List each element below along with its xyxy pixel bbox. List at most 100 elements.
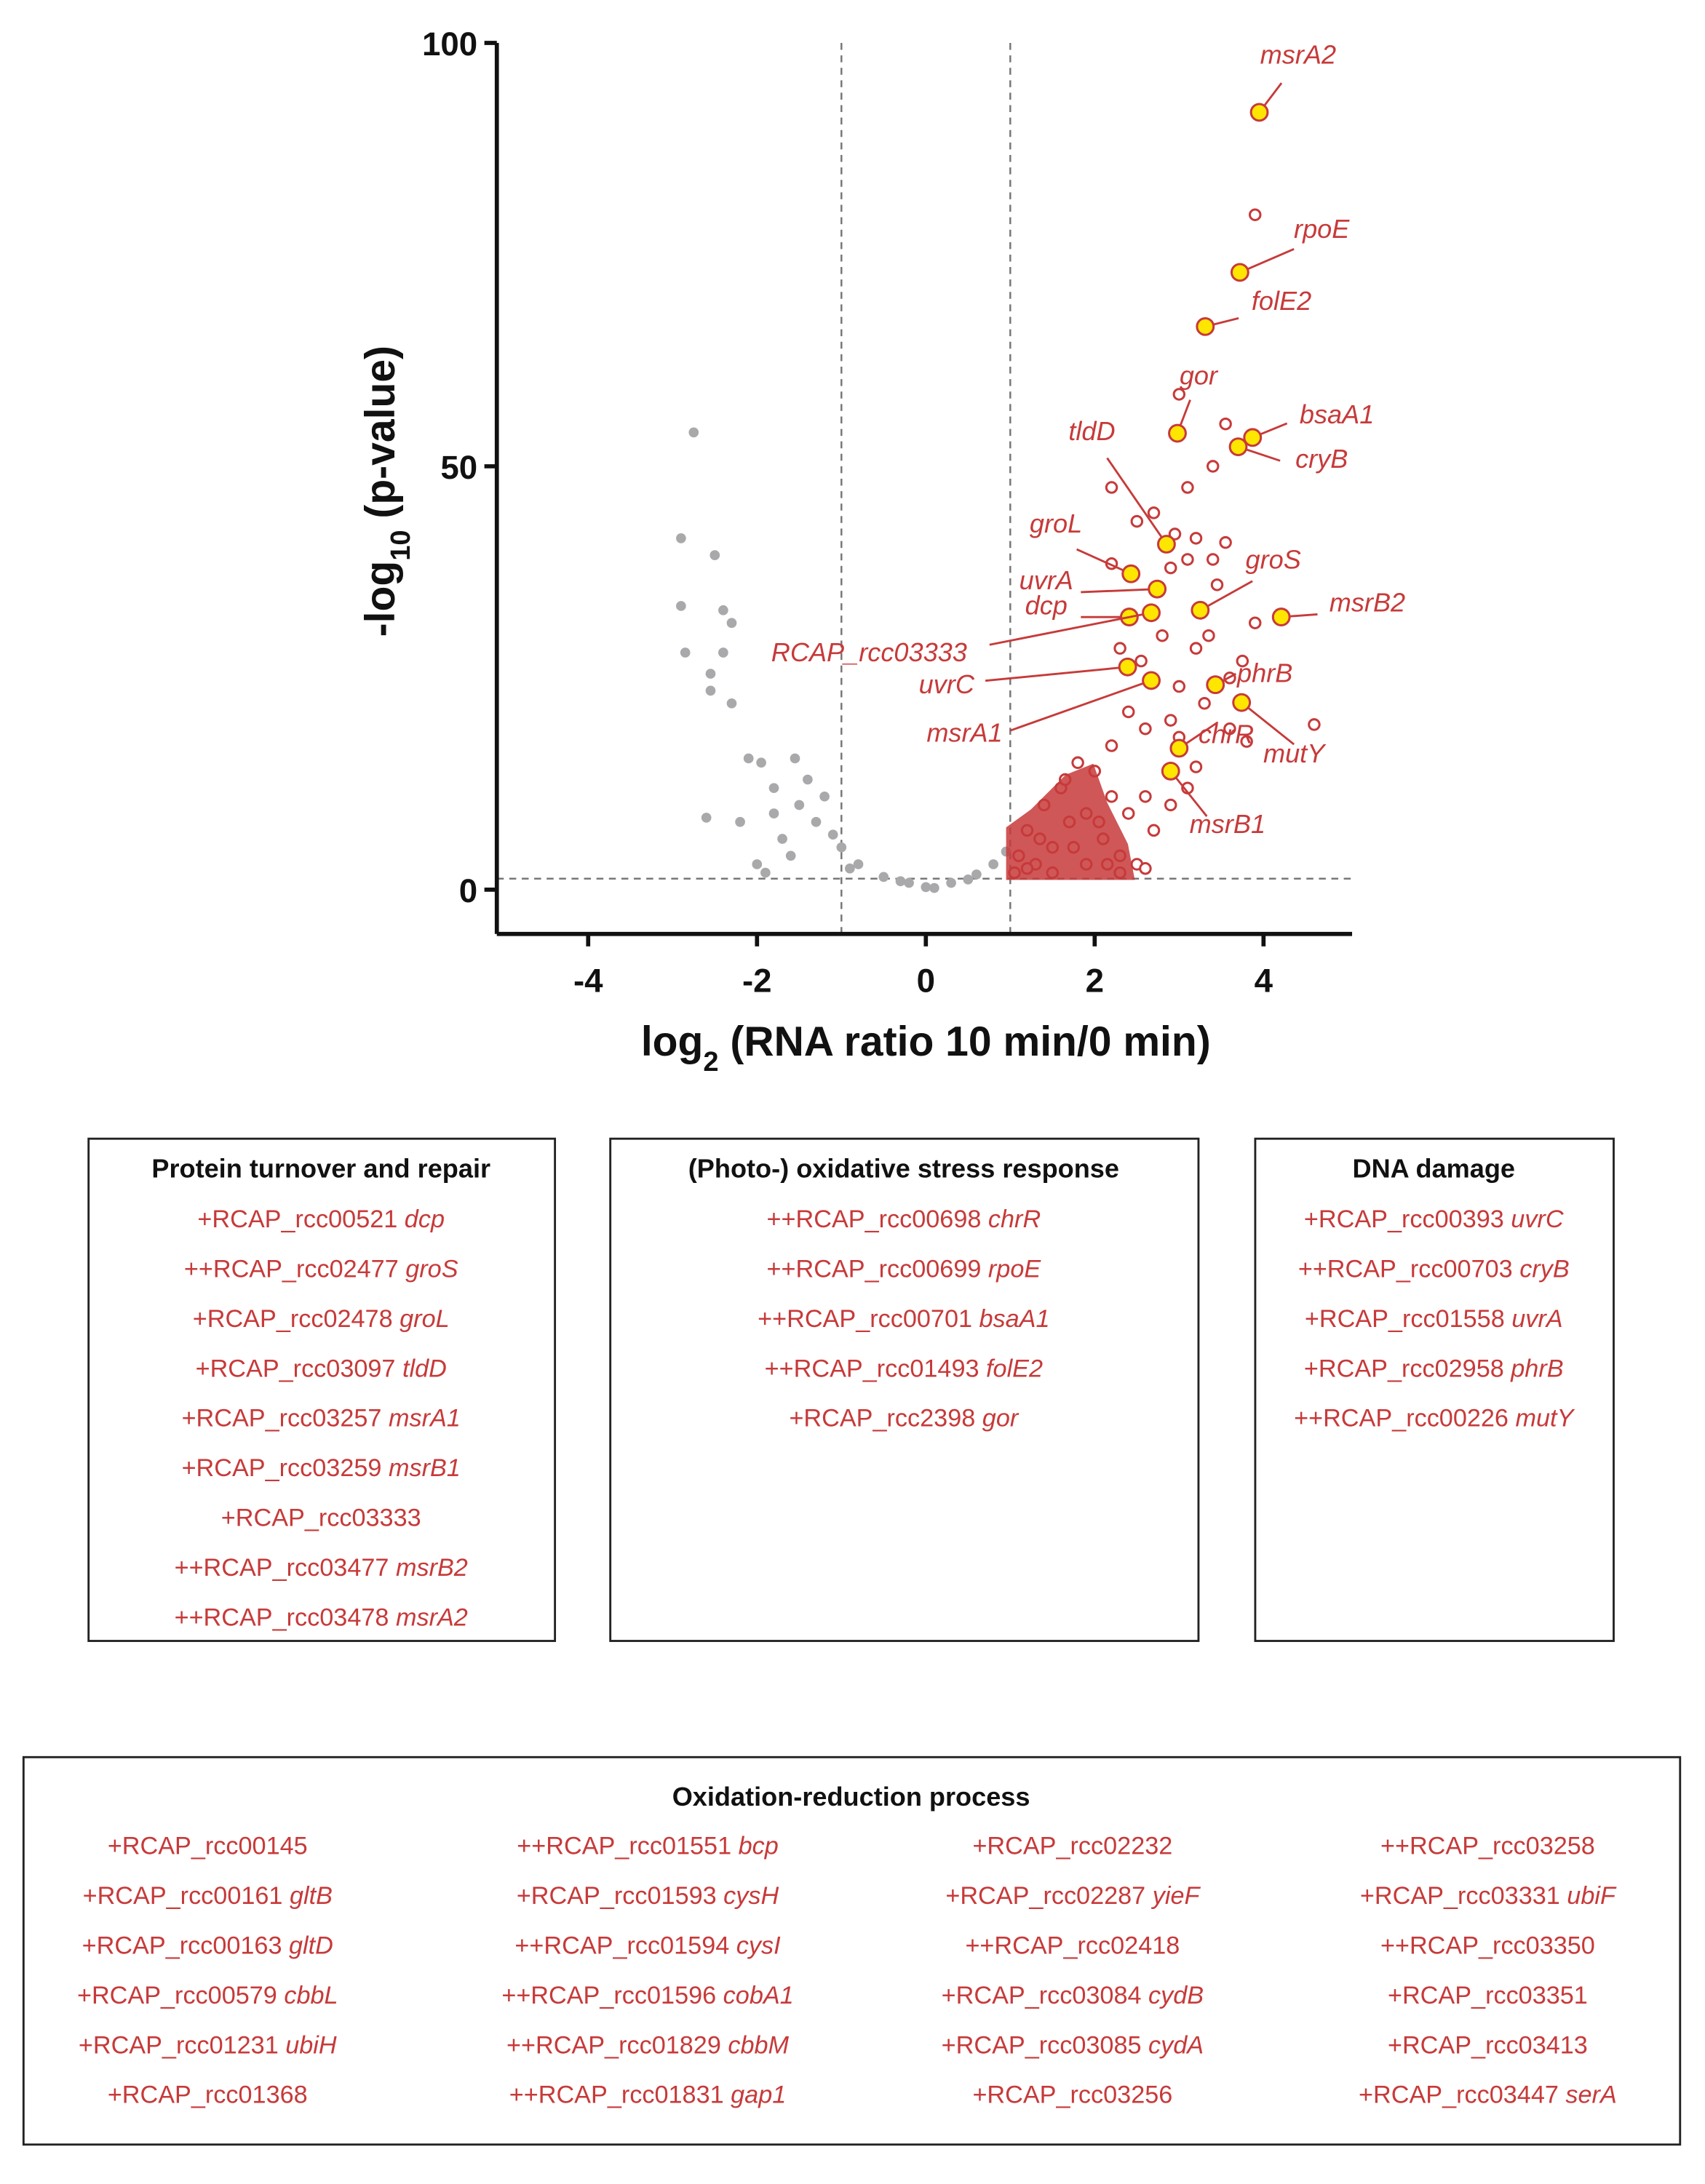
gene-entry: +RCAP_rcc00521 dcp bbox=[197, 1205, 445, 1233]
point bbox=[790, 753, 800, 764]
y-tick-label: 100 bbox=[422, 25, 477, 63]
point-label: dcp bbox=[1025, 590, 1068, 620]
gene-entry: +RCAP_rcc03256 bbox=[972, 2081, 1172, 2109]
point bbox=[756, 757, 766, 768]
gene-id: ++RCAP_rcc01551 bbox=[517, 1832, 731, 1860]
point bbox=[1130, 514, 1144, 528]
gene-id: +RCAP_rcc03447 bbox=[1359, 2081, 1559, 2109]
point bbox=[726, 698, 737, 709]
box-title: DNA damage bbox=[1352, 1153, 1514, 1183]
leader-line bbox=[985, 666, 1128, 682]
gene-name: serA bbox=[1565, 2081, 1616, 2109]
point-label: chrR bbox=[1199, 719, 1254, 749]
gene-entry: +RCAP_rcc00163 gltD bbox=[82, 1932, 333, 1959]
highlight-point bbox=[1230, 263, 1249, 282]
gene-id: +RCAP_rcc03331 bbox=[1360, 1882, 1560, 1910]
gene-name: folE2 bbox=[986, 1355, 1043, 1382]
highlight-point bbox=[1148, 579, 1167, 599]
point bbox=[904, 877, 914, 888]
gene-id: ++RCAP_rcc00699 bbox=[767, 1255, 982, 1283]
leader-line bbox=[989, 611, 1152, 646]
gene-id: +RCAP_rcc00393 bbox=[1304, 1205, 1504, 1233]
gene-entry: ++RCAP_rcc00698 chrR bbox=[767, 1205, 1041, 1233]
point bbox=[1219, 535, 1232, 549]
gene-entry: ++RCAP_rcc01596 cobA1 bbox=[501, 1982, 793, 2009]
point bbox=[1181, 481, 1194, 494]
highlight-point bbox=[1228, 437, 1248, 457]
highlight-point bbox=[1271, 607, 1291, 627]
highlight-point bbox=[1168, 423, 1187, 443]
gene-id: +RCAP_rcc03256 bbox=[972, 2081, 1172, 2109]
gene-id: +RCAP_rcc03084 bbox=[942, 1982, 1142, 2009]
gene-name: msrB2 bbox=[396, 1554, 468, 1582]
point bbox=[1168, 527, 1182, 541]
point bbox=[895, 876, 906, 887]
point bbox=[1164, 561, 1177, 575]
point bbox=[1198, 697, 1211, 710]
point bbox=[710, 550, 720, 560]
gene-id: +RCAP_rcc00521 bbox=[197, 1205, 397, 1233]
gene-id: ++RCAP_rcc01493 bbox=[765, 1355, 979, 1382]
cluster-shade bbox=[1006, 763, 1135, 880]
gene-id: +RCAP_rcc2398 bbox=[789, 1405, 975, 1432]
point bbox=[1113, 642, 1126, 655]
point bbox=[1189, 532, 1203, 545]
point bbox=[1219, 417, 1232, 431]
point-label: folE2 bbox=[1252, 286, 1311, 316]
box-frame bbox=[609, 1137, 1200, 1642]
gene-name: groS bbox=[405, 1255, 458, 1283]
gene-name: cydB bbox=[1148, 1982, 1204, 2009]
gene-entry: +RCAP_rcc03257 msrA1 bbox=[182, 1405, 461, 1432]
y-tick-label: 0 bbox=[459, 872, 477, 909]
point bbox=[1308, 718, 1321, 731]
point bbox=[878, 872, 889, 882]
point bbox=[1206, 553, 1220, 566]
xlabel: log2 (RNA ratio 10 min/0 min) bbox=[641, 1019, 1211, 1077]
gene-name: msrB1 bbox=[389, 1454, 461, 1482]
gene-name: ubiH bbox=[285, 2031, 337, 2059]
point bbox=[1121, 807, 1135, 820]
box-title: Oxidation-reduction process bbox=[672, 1782, 1030, 1812]
point bbox=[1121, 705, 1135, 719]
leader-line bbox=[1081, 588, 1158, 594]
point bbox=[1202, 629, 1215, 642]
point bbox=[726, 618, 737, 629]
gene-entry: +RCAP_rcc03085 cydA bbox=[942, 2031, 1204, 2059]
gene-id: +RCAP_rcc02478 bbox=[193, 1305, 393, 1333]
gene-entry: ++RCAP_rcc01551 bcp bbox=[517, 1832, 779, 1860]
gene-id: +RCAP_rcc01593 bbox=[517, 1882, 717, 1910]
gene-entry: ++RCAP_rcc02477 groS bbox=[184, 1255, 458, 1283]
point bbox=[845, 863, 855, 874]
highlight-point bbox=[1243, 428, 1263, 447]
gene-id: +RCAP_rcc03097 bbox=[196, 1355, 396, 1382]
gene-id: +RCAP_rcc03413 bbox=[1388, 2031, 1588, 2059]
gene-id: +RCAP_rcc03259 bbox=[182, 1454, 382, 1482]
gene-name: gor bbox=[982, 1405, 1020, 1432]
gene-id: +RCAP_rcc01368 bbox=[108, 2081, 308, 2109]
point-label: uvrC bbox=[919, 669, 975, 699]
y-tick-label: 50 bbox=[440, 449, 477, 486]
highlight-point bbox=[1191, 600, 1210, 620]
point bbox=[1134, 654, 1148, 668]
highlight-point bbox=[1169, 738, 1189, 758]
gene-id: +RCAP_rcc01558 bbox=[1305, 1305, 1505, 1333]
x-tick-label: 2 bbox=[1086, 963, 1104, 1000]
highlight-point bbox=[1161, 761, 1180, 781]
gene-name: ubiF bbox=[1567, 1882, 1617, 1910]
point bbox=[1105, 481, 1118, 494]
gene-name: cydA bbox=[1148, 2031, 1204, 2059]
gene-entry: +RCAP_rcc00579 cbbL bbox=[77, 1982, 338, 2009]
highlight-point bbox=[1249, 103, 1269, 122]
gene-id: +RCAP_rcc01231 bbox=[79, 2031, 279, 2059]
gene-name: gltD bbox=[289, 1932, 333, 1959]
gene-entry: ++RCAP_rcc00701 bsaA1 bbox=[758, 1305, 1049, 1333]
gene-entry: +RCAP_rcc03447 serA bbox=[1359, 2081, 1617, 2109]
point bbox=[971, 869, 982, 880]
gene-id: ++RCAP_rcc00701 bbox=[758, 1305, 972, 1333]
point bbox=[921, 882, 931, 893]
gene-name: mutY bbox=[1515, 1405, 1575, 1432]
point bbox=[1210, 578, 1224, 591]
gene-name: dcp bbox=[405, 1205, 445, 1233]
point bbox=[1105, 739, 1118, 752]
point bbox=[743, 753, 754, 764]
